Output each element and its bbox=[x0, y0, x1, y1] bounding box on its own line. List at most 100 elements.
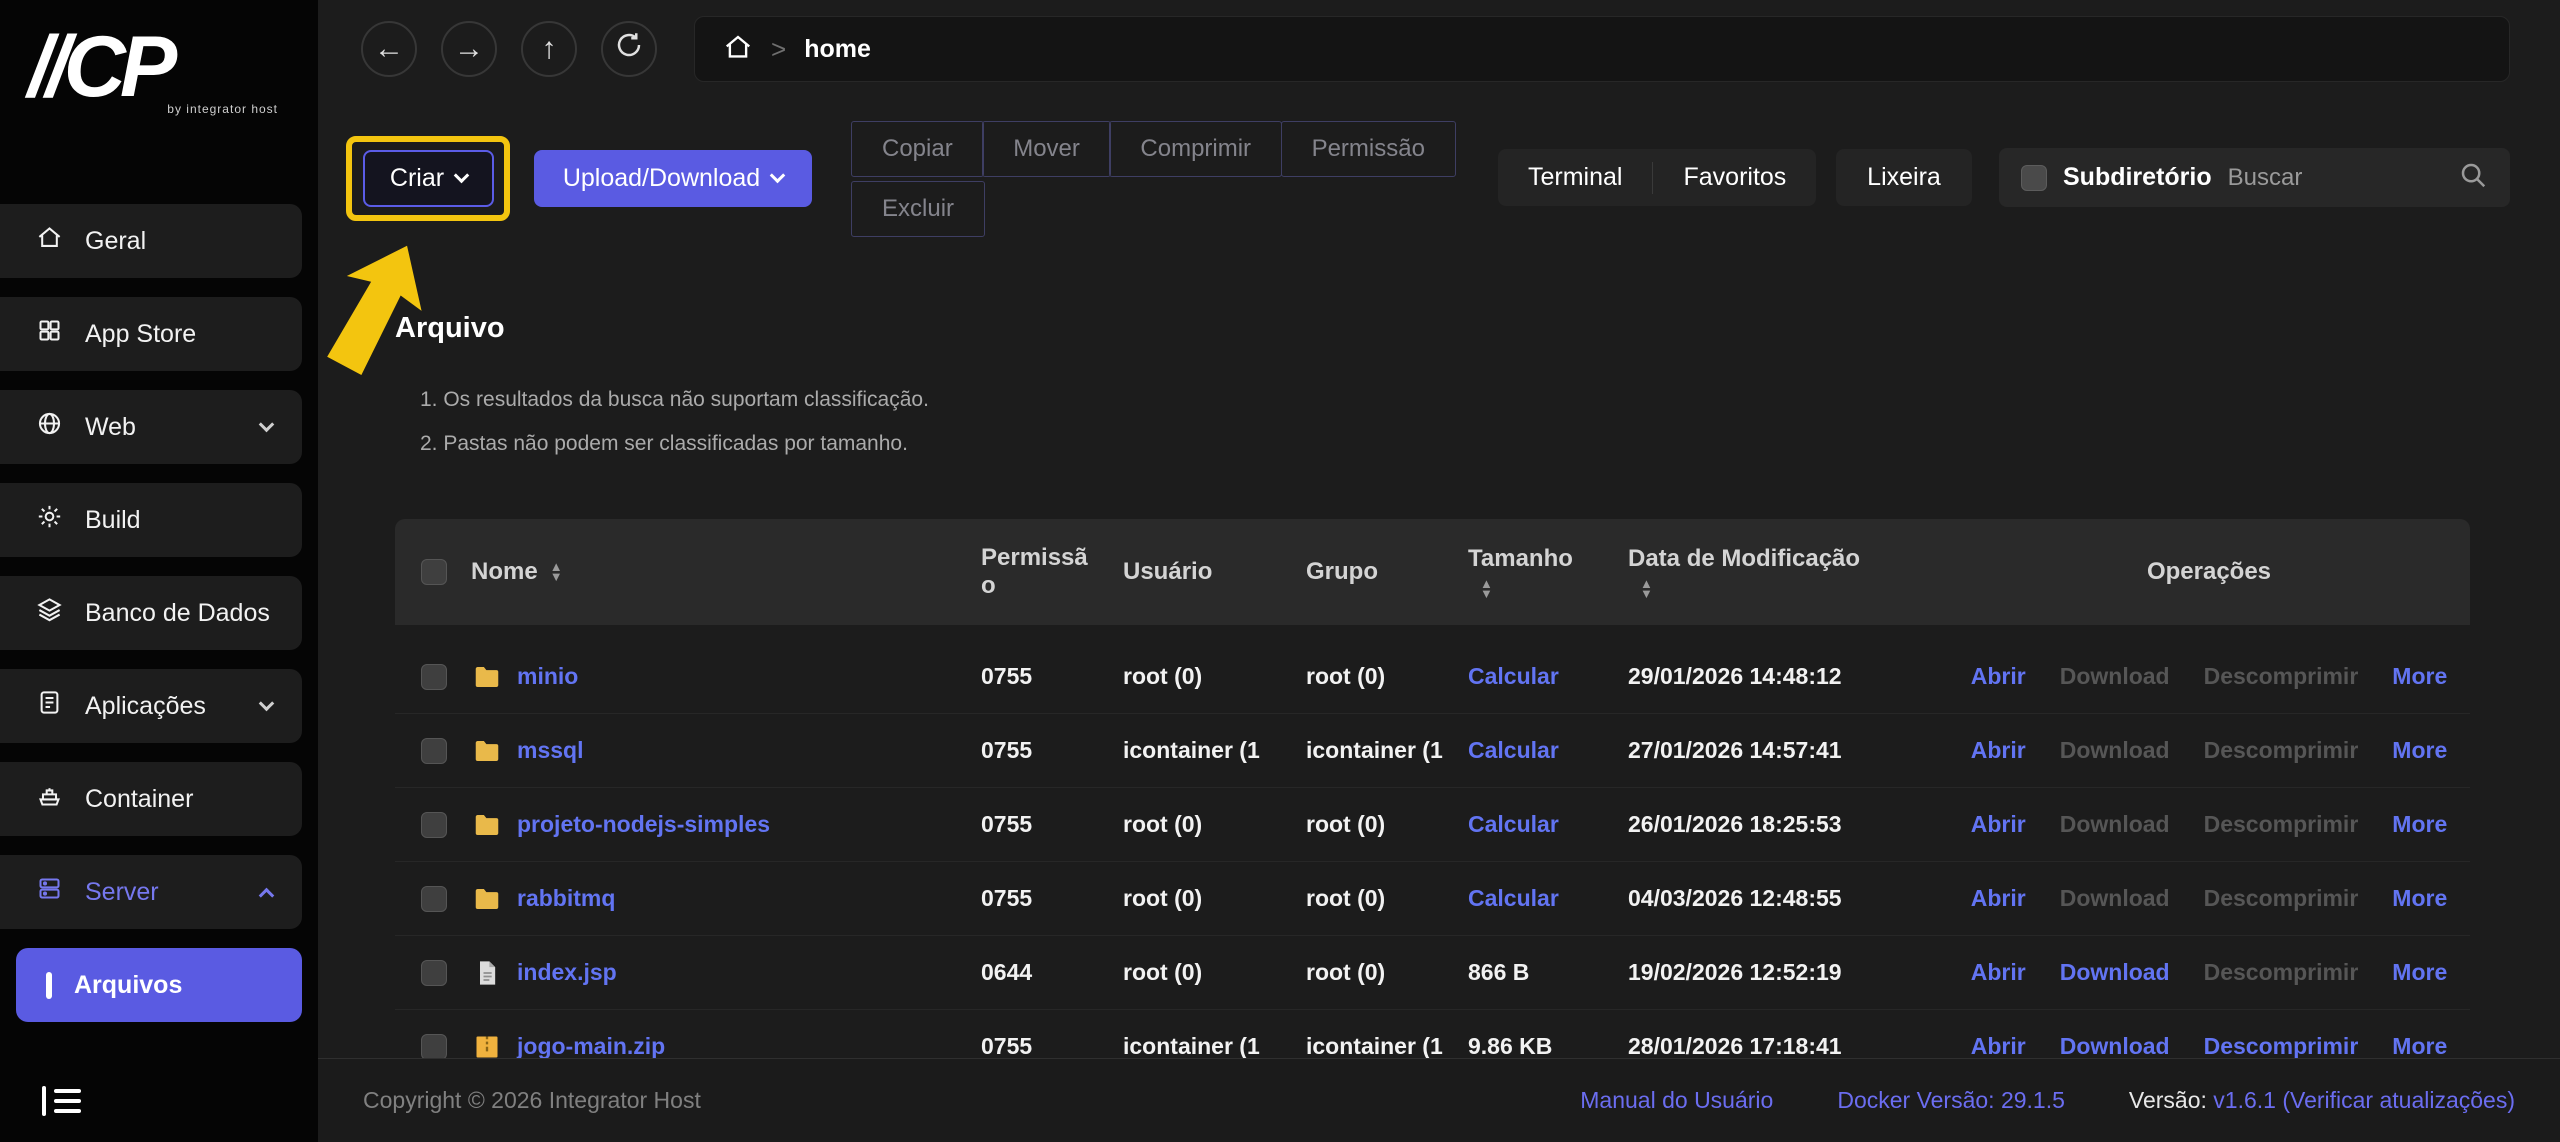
criar-button-label: Criar bbox=[389, 164, 445, 192]
date-value: 04/03/2026 12:48:55 bbox=[1628, 885, 1842, 911]
lixeira-button[interactable]: Lixeira bbox=[1836, 149, 1972, 206]
more-link[interactable]: More bbox=[2392, 885, 2448, 911]
upload-download-button[interactable]: Upload/Download bbox=[534, 150, 812, 207]
abrir-link[interactable]: Abrir bbox=[1970, 737, 2026, 763]
note-line: 1. Os resultados da busca não suportam c… bbox=[420, 388, 929, 411]
size-value: 866 B bbox=[1468, 959, 1530, 985]
server-icon bbox=[36, 875, 63, 909]
more-link[interactable]: More bbox=[2392, 1033, 2448, 1059]
download-link[interactable]: Download bbox=[2059, 1033, 2170, 1059]
sidebar-item-label: Server bbox=[85, 877, 159, 906]
file-name-link[interactable]: minio bbox=[517, 663, 579, 689]
abrir-link[interactable]: Abrir bbox=[1970, 885, 2026, 911]
verificar-atualizacoes-link[interactable]: v1.6.1 (Verificar atualizações) bbox=[2213, 1087, 2515, 1113]
sidebar-item-app-store[interactable]: App Store bbox=[0, 297, 302, 371]
more-link[interactable]: More bbox=[2392, 959, 2448, 985]
forward-button[interactable]: → bbox=[441, 21, 497, 77]
page-title: Arquivo bbox=[395, 312, 505, 344]
header-data-modificacao[interactable]: Data de Modificação ▲ ▼ bbox=[1628, 545, 1948, 601]
folder-icon bbox=[471, 884, 503, 914]
abrir-link[interactable]: Abrir bbox=[1970, 959, 2026, 985]
excluir-button[interactable]: Excluir bbox=[851, 181, 986, 237]
home-icon[interactable] bbox=[723, 32, 753, 67]
sidebar-item-aplicacoes[interactable]: Aplicações bbox=[0, 669, 302, 743]
table-header: Nome ▲ ▼ Permissão Usuário Grupo Tamanho … bbox=[395, 519, 2470, 625]
subdiretorio-checkbox[interactable] bbox=[2021, 164, 2047, 191]
sidebar-collapse-button[interactable] bbox=[42, 1086, 81, 1116]
sidebar-item-banco-de-dados[interactable]: Banco de Dados bbox=[0, 576, 302, 650]
file-name-link[interactable]: rabbitmq bbox=[517, 885, 616, 911]
sidebar-item-build[interactable]: Build bbox=[0, 483, 302, 557]
operations-cell: Abrir Download Descomprimir More bbox=[1948, 1033, 2470, 1060]
abrir-link[interactable]: Abrir bbox=[1970, 811, 2026, 837]
file-name-link[interactable]: index.jsp bbox=[517, 959, 617, 985]
sidebar-item-geral[interactable]: Geral bbox=[0, 204, 302, 278]
more-link[interactable]: More bbox=[2392, 663, 2448, 689]
size-calculate-link[interactable]: Calcular bbox=[1468, 737, 1559, 763]
download-link[interactable]: Download bbox=[2059, 959, 2170, 985]
row-checkbox[interactable] bbox=[421, 1033, 447, 1060]
criar-button[interactable]: Criar bbox=[363, 150, 494, 207]
favoritos-button[interactable]: Favoritos bbox=[1653, 149, 1816, 206]
menu-lines-icon bbox=[54, 1089, 81, 1113]
row-checkbox[interactable] bbox=[421, 663, 447, 690]
sidebar-item-server[interactable]: Server bbox=[0, 855, 302, 929]
descomprimir-link: Descomprimir bbox=[2203, 811, 2359, 837]
file-name-link[interactable]: mssql bbox=[517, 737, 584, 763]
select-all-checkbox[interactable] bbox=[421, 559, 447, 585]
size-calculate-link[interactable]: Calcular bbox=[1468, 663, 1559, 689]
group-value: root (0) bbox=[1306, 663, 1386, 689]
user-value: root (0) bbox=[1123, 885, 1203, 911]
app-logo[interactable]: //CP by integrator host bbox=[28, 24, 278, 116]
manual-usuario-link[interactable]: Manual do Usuário bbox=[1580, 1087, 1774, 1113]
row-checkbox[interactable] bbox=[421, 885, 447, 912]
sort-icon: ▲ ▼ bbox=[549, 558, 563, 584]
size-calculate-link[interactable]: Calcular bbox=[1468, 811, 1559, 837]
row-checkbox[interactable] bbox=[421, 811, 447, 838]
abrir-link[interactable]: Abrir bbox=[1970, 1033, 2026, 1059]
row-checkbox[interactable] bbox=[421, 959, 447, 986]
more-link[interactable]: More bbox=[2392, 737, 2448, 763]
group-value: root (0) bbox=[1306, 885, 1386, 911]
annotation-arrow bbox=[298, 221, 459, 395]
abrir-link[interactable]: Abrir bbox=[1970, 663, 2026, 689]
table-body: minio 0755 root (0) root (0) Calcular 29/01/2… bbox=[395, 640, 2470, 1084]
search-icon[interactable] bbox=[2458, 160, 2488, 195]
sidebar-item-label: Geral bbox=[85, 226, 147, 255]
sidebar-item-container[interactable]: Container bbox=[0, 762, 302, 836]
folder-icon bbox=[471, 810, 503, 840]
terminal-button[interactable]: Terminal bbox=[1498, 149, 1652, 206]
header-tamanho[interactable]: Tamanho ▲ ▼ bbox=[1468, 545, 1628, 601]
chevron-down-icon bbox=[258, 695, 275, 711]
header-nome[interactable]: Nome ▲ ▼ bbox=[471, 558, 981, 586]
docker-versao-link[interactable]: Docker Versão: 29.1.5 bbox=[1837, 1087, 2065, 1113]
row-checkbox[interactable] bbox=[421, 737, 447, 764]
more-link[interactable]: More bbox=[2392, 811, 2448, 837]
forward-icon: → bbox=[454, 32, 484, 65]
up-icon: ↑ bbox=[541, 32, 557, 65]
search-input[interactable] bbox=[2227, 163, 2442, 192]
descomprimir-link[interactable]: Descomprimir bbox=[2203, 1033, 2359, 1059]
sidebar-item-arquivos[interactable]: Arquivos bbox=[16, 948, 302, 1022]
size-calculate-link[interactable]: Calcular bbox=[1468, 885, 1559, 911]
sort-icon: ▲ ▼ bbox=[1480, 575, 1493, 601]
refresh-button[interactable] bbox=[601, 21, 657, 77]
file-icon bbox=[471, 959, 503, 987]
breadcrumb-item-home[interactable]: home bbox=[804, 34, 871, 63]
footer: Copyright © 2026 Integrator Host Manual … bbox=[318, 1058, 2560, 1142]
copiar-button[interactable]: Copiar bbox=[851, 121, 984, 177]
file-name-link[interactable]: projeto-nodejs-simples bbox=[517, 811, 771, 837]
subdiretorio-label: Subdiretório bbox=[2063, 163, 2212, 191]
breadcrumb-separator: > bbox=[771, 33, 787, 64]
download-link: Download bbox=[2059, 811, 2170, 837]
mover-button[interactable]: Mover bbox=[982, 121, 1111, 177]
sidebar-item-web[interactable]: Web bbox=[0, 390, 302, 464]
up-button[interactable]: ↑ bbox=[521, 21, 577, 77]
back-button[interactable]: ← bbox=[361, 21, 417, 77]
user-value: icontainer (1 bbox=[1123, 737, 1260, 763]
date-value: 27/01/2026 14:57:41 bbox=[1628, 737, 1842, 763]
header-usuario: Usuário bbox=[1123, 558, 1213, 585]
permissao-button[interactable]: Permissão bbox=[1280, 121, 1456, 177]
file-name-link[interactable]: jogo-main.zip bbox=[517, 1033, 666, 1059]
comprimir-button[interactable]: Comprimir bbox=[1109, 121, 1283, 177]
